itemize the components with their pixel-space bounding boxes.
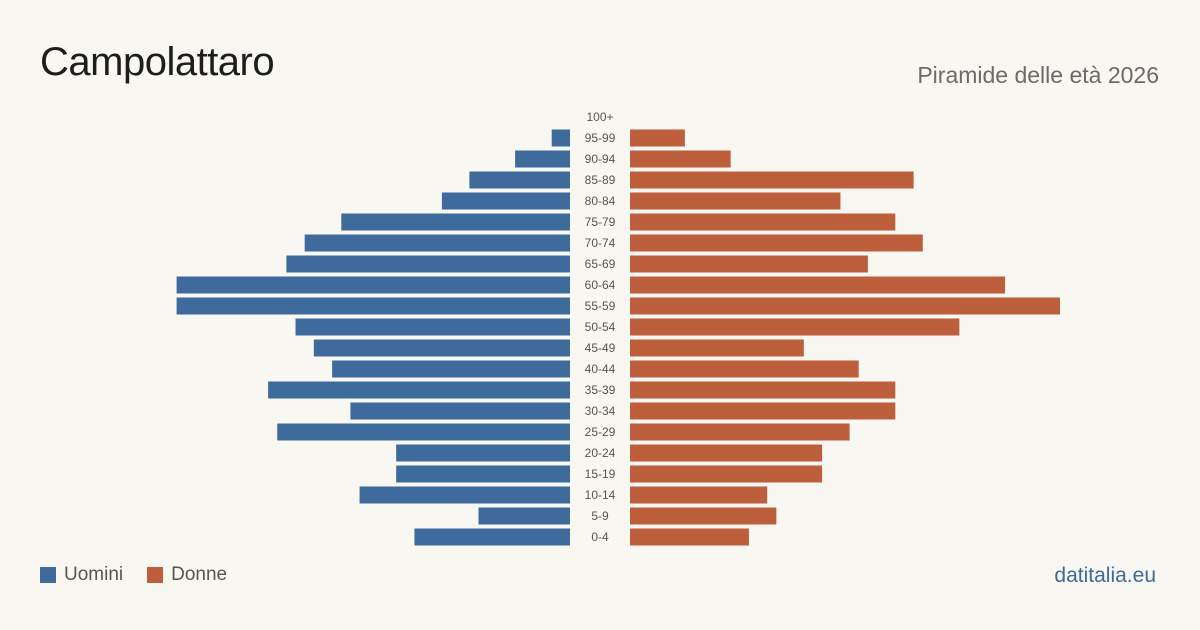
bar-women-70-74 [630, 234, 923, 252]
bar-men-20-24 [396, 444, 570, 462]
legend-item-men: Uomini [40, 564, 123, 586]
bar-women-45-49 [630, 339, 804, 357]
bar-women-80-84 [630, 192, 841, 210]
legend-swatch-men [40, 567, 56, 583]
bar-men-75-79 [341, 213, 570, 231]
age-label-15-19: 15-19 [585, 467, 616, 481]
bar-men-25-29 [277, 423, 570, 441]
age-label-80-84: 80-84 [585, 194, 616, 208]
age-label-75-79: 75-79 [585, 215, 616, 229]
bar-women-25-29 [630, 423, 850, 441]
bar-women-10-14 [630, 486, 768, 504]
bar-men-80-84 [441, 192, 570, 210]
age-label-10-14: 10-14 [585, 488, 616, 502]
bar-women-35-39 [630, 381, 896, 399]
bar-women-20-24 [630, 444, 823, 462]
bar-women-40-44 [630, 360, 859, 378]
age-label-30-34: 30-34 [585, 404, 616, 418]
bar-men-15-19 [396, 465, 570, 483]
brand-link[interactable]: datitalia.eu [1054, 564, 1156, 587]
bar-women-90-94 [630, 150, 731, 168]
bar-women-5-9 [630, 507, 777, 525]
bar-men-0-4 [414, 528, 570, 546]
legend-label-women: Donne [171, 564, 228, 585]
legend-item-women: Donne [147, 564, 227, 586]
age-label-65-69: 65-69 [585, 257, 616, 271]
bar-women-55-59 [630, 297, 1060, 315]
bar-men-5-9 [478, 507, 570, 525]
bar-men-35-39 [268, 381, 570, 399]
age-label-35-39: 35-39 [585, 383, 616, 397]
age-label-95-99: 95-99 [585, 131, 616, 145]
age-label-100+: 100+ [586, 110, 613, 124]
bar-men-60-64 [176, 276, 570, 294]
bar-women-65-69 [630, 255, 868, 273]
bar-men-10-14 [359, 486, 570, 504]
age-label-55-59: 55-59 [585, 299, 616, 313]
bar-women-15-19 [630, 465, 823, 483]
bar-men-95-99 [551, 129, 570, 147]
legend: Uomini Donne [40, 564, 241, 586]
bar-men-90-94 [515, 150, 570, 168]
chart-subtitle: Piramide delle età 2026 [917, 62, 1159, 88]
bar-men-55-59 [176, 297, 570, 315]
age-label-90-94: 90-94 [585, 152, 616, 166]
bar-women-50-54 [630, 318, 960, 336]
age-label-40-44: 40-44 [585, 362, 616, 376]
age-label-85-89: 85-89 [585, 173, 616, 187]
bar-women-85-89 [630, 171, 914, 189]
bar-men-50-54 [295, 318, 570, 336]
bar-men-85-89 [469, 171, 570, 189]
chart-title: Campolattaro [40, 40, 275, 84]
bar-men-30-34 [350, 402, 570, 420]
age-label-60-64: 60-64 [585, 278, 616, 292]
bar-women-0-4 [630, 528, 749, 546]
age-label-70-74: 70-74 [585, 236, 616, 250]
bar-men-45-49 [313, 339, 570, 357]
bar-women-30-34 [630, 402, 896, 420]
bar-women-95-99 [630, 129, 685, 147]
bar-women-60-64 [630, 276, 1006, 294]
bar-men-40-44 [332, 360, 570, 378]
legend-swatch-women [147, 567, 164, 583]
age-label-0-4: 0-4 [591, 530, 609, 544]
legend-label-men: Uomini [64, 564, 124, 585]
age-label-5-9: 5-9 [591, 509, 609, 523]
bar-women-75-79 [630, 213, 896, 231]
bar-men-70-74 [304, 234, 570, 252]
age-label-20-24: 20-24 [585, 446, 616, 460]
age-label-25-29: 25-29 [585, 425, 616, 439]
bar-men-65-69 [286, 255, 570, 273]
age-label-45-49: 45-49 [585, 341, 616, 355]
age-label-50-54: 50-54 [585, 320, 616, 334]
